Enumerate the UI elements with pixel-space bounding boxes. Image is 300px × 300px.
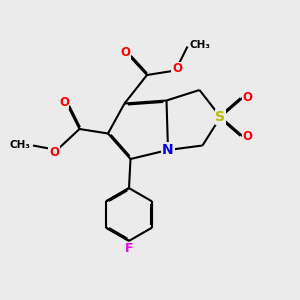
Text: O: O [59, 95, 69, 109]
Text: CH₃: CH₃ [189, 40, 210, 50]
Text: F: F [125, 242, 133, 256]
Text: O: O [172, 62, 182, 76]
Text: S: S [215, 110, 226, 124]
Text: O: O [49, 146, 59, 160]
Text: N: N [162, 143, 174, 157]
Text: CH₃: CH₃ [9, 140, 30, 151]
Text: O: O [242, 130, 253, 143]
Text: O: O [120, 46, 130, 59]
Text: O: O [242, 91, 253, 104]
